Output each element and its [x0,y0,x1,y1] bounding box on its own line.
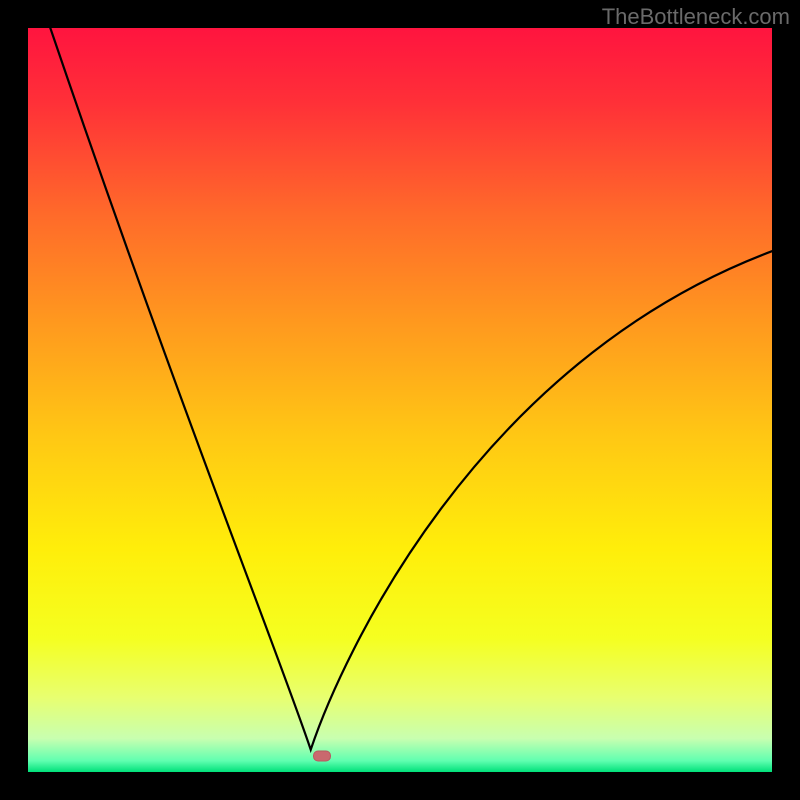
curve-svg [28,28,772,772]
cusp-marker [313,750,331,761]
plot-area [28,28,772,772]
watermark-text: TheBottleneck.com [602,4,790,30]
bottleneck-curve [50,28,772,750]
chart-root: TheBottleneck.com [0,0,800,800]
